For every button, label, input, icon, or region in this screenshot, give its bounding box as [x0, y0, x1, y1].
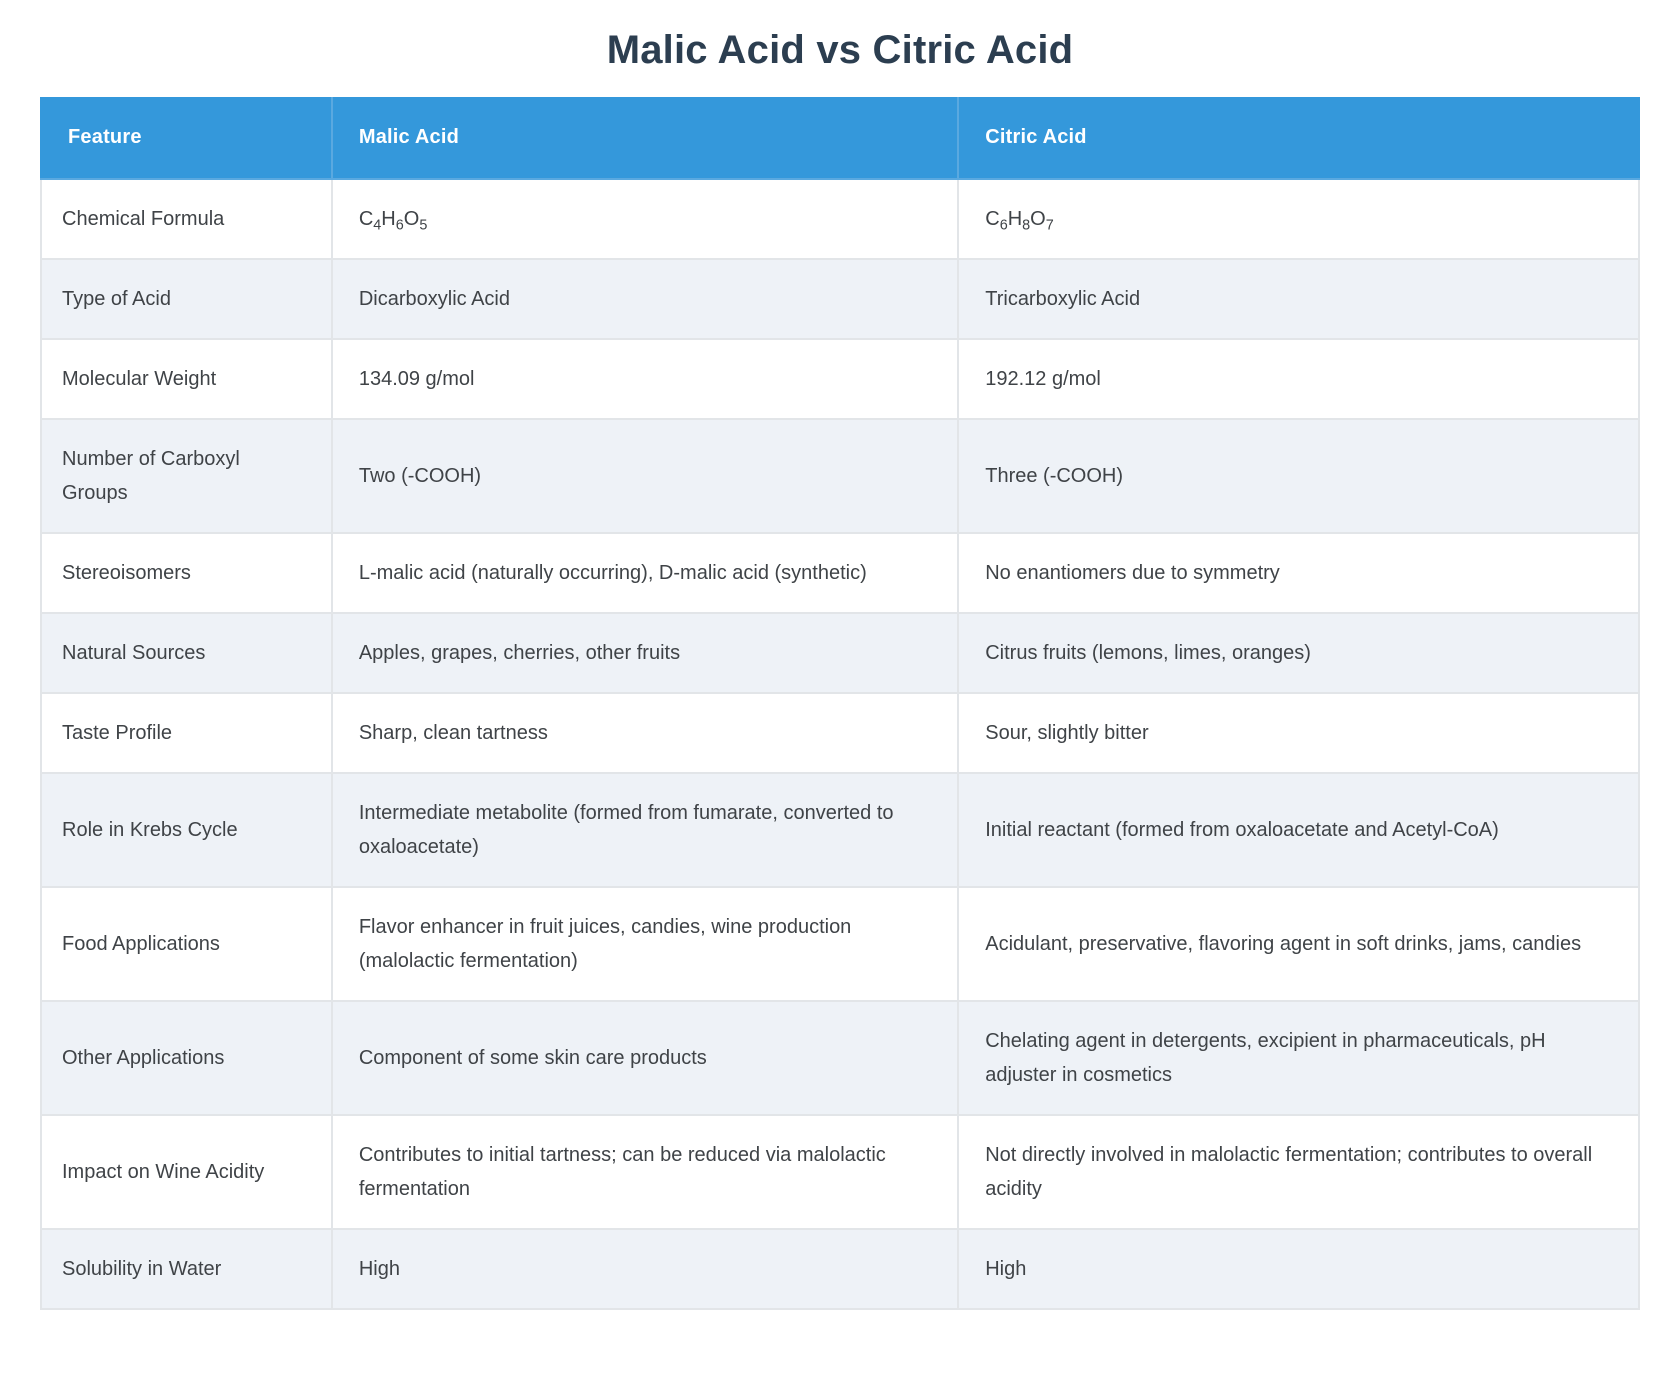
cell-feature: Chemical Formula — [40, 178, 333, 260]
table-row: Role in Krebs Cycle Intermediate metaboli… — [40, 772, 1640, 888]
feature-label: Food Applications — [62, 933, 220, 955]
table-row: Taste Profile Sharp, clean tartness Sour, … — [40, 692, 1640, 774]
table-row: Number of Carboxyl Groups Two (-COOH) Thre… — [40, 418, 1640, 534]
table-row: Food Applications Flavor enhancer in frui… — [40, 886, 1640, 1002]
table-row: Impact on Wine Acidity Contributes to ini… — [40, 1114, 1640, 1230]
feature-label: Natural Sources — [62, 642, 206, 664]
table-header: Feature Malic Acid Citric Acid — [40, 97, 1640, 180]
cell-citric-acid: Not directly involved in malolactic ferm… — [957, 1114, 1640, 1230]
cell-feature: Natural Sources — [40, 612, 333, 694]
cell-citric-acid: Three (-COOH) — [957, 418, 1640, 534]
cell-citric-acid: Acidulant, preservative, flavoring agent… — [957, 886, 1640, 1002]
cell-feature: Impact on Wine Acidity — [40, 1114, 333, 1230]
cell-malic-acid: 134.09 g/mol — [330, 338, 960, 420]
cell-feature: Number of Carboxyl Groups — [40, 418, 333, 534]
cell-citric-acid: Sour, slightly bitter — [957, 692, 1640, 774]
table-row: Solubility in Water High High — [40, 1228, 1640, 1310]
table-body: Chemical Formula C4H6O5 C6H8O7 Type of Acid… — [40, 178, 1640, 1310]
cell-malic-acid: Flavor enhancer in fruit juices, candies… — [330, 886, 960, 1002]
column-header-citric-acid: Citric Acid — [957, 97, 1640, 180]
cell-malic-acid: Dicarboxylic Acid — [330, 258, 960, 340]
cell-malic-acid: C4H6O5 — [330, 178, 960, 260]
feature-label: Number of Carboxyl Groups — [62, 448, 240, 504]
header-row: Feature Malic Acid Citric Acid — [40, 97, 1640, 180]
cell-malic-acid: L-malic acid (naturally occurring), D-ma… — [330, 532, 960, 614]
cell-citric-acid: No enantiomers due to symmetry — [957, 532, 1640, 614]
cell-feature: Solubility in Water — [40, 1228, 333, 1310]
cell-citric-acid: Initial reactant (formed from oxaloaceta… — [957, 772, 1640, 888]
cell-malic-acid: Two (-COOH) — [330, 418, 960, 534]
cell-citric-acid: Tricarboxylic Acid — [957, 258, 1640, 340]
cell-malic-acid: High — [330, 1228, 960, 1310]
cell-malic-acid: Intermediate metabolite (formed from fum… — [330, 772, 960, 888]
cell-feature: Role in Krebs Cycle — [40, 772, 333, 888]
feature-label: Molecular Weight — [62, 368, 217, 390]
cell-citric-acid: C6H8O7 — [957, 178, 1640, 260]
cell-citric-acid: Citrus fruits (lemons, limes, oranges) — [957, 612, 1640, 694]
feature-label: Solubility in Water — [62, 1258, 222, 1280]
cell-feature: Other Applications — [40, 1000, 333, 1116]
cell-malic-acid: Component of some skin care products — [330, 1000, 960, 1116]
feature-label: Impact on Wine Acidity — [62, 1161, 265, 1183]
cell-feature: Food Applications — [40, 886, 333, 1002]
table-row: Chemical Formula C4H6O5 C6H8O7 — [40, 178, 1640, 260]
cell-citric-acid: 192.12 g/mol — [957, 338, 1640, 420]
feature-label: Other Applications — [62, 1047, 225, 1069]
feature-label: Type of Acid — [62, 288, 171, 310]
feature-label: Stereoisomers — [62, 562, 191, 584]
comparison-table: Feature Malic Acid Citric Acid Chemical … — [40, 97, 1640, 1310]
table-row: Molecular Weight 134.09 g/mol 192.12 g/mol — [40, 338, 1640, 420]
cell-citric-acid: High — [957, 1228, 1640, 1310]
cell-malic-acid: Apples, grapes, cherries, other fruits — [330, 612, 960, 694]
feature-label: Role in Krebs Cycle — [62, 819, 238, 841]
column-header-malic-acid: Malic Acid — [330, 97, 960, 180]
page: Malic Acid vs Citric Acid Feature Malic … — [0, 28, 1680, 1352]
column-header-feature: Feature — [40, 97, 333, 180]
cell-citric-acid: Chelating agent in detergents, excipient… — [957, 1000, 1640, 1116]
table-row: Type of Acid Dicarboxylic Acid Tricarboxyl… — [40, 258, 1640, 340]
cell-feature: Taste Profile — [40, 692, 333, 774]
cell-feature: Molecular Weight — [40, 338, 333, 420]
feature-label: Taste Profile — [62, 722, 173, 744]
table-row: Stereoisomers L-malic acid (naturally occ… — [40, 532, 1640, 614]
feature-label: Chemical Formula — [62, 208, 225, 230]
table-row: Other Applications Component of some skin… — [40, 1000, 1640, 1116]
cell-feature: Stereoisomers — [40, 532, 333, 614]
cell-feature: Type of Acid — [40, 258, 333, 340]
cell-malic-acid: Sharp, clean tartness — [330, 692, 960, 774]
page-title: Malic Acid vs Citric Acid — [606, 28, 1074, 72]
table-row: Natural Sources Apples, grapes, cherries,… — [40, 612, 1640, 694]
cell-malic-acid: Contributes to initial tartness; can be … — [330, 1114, 960, 1230]
